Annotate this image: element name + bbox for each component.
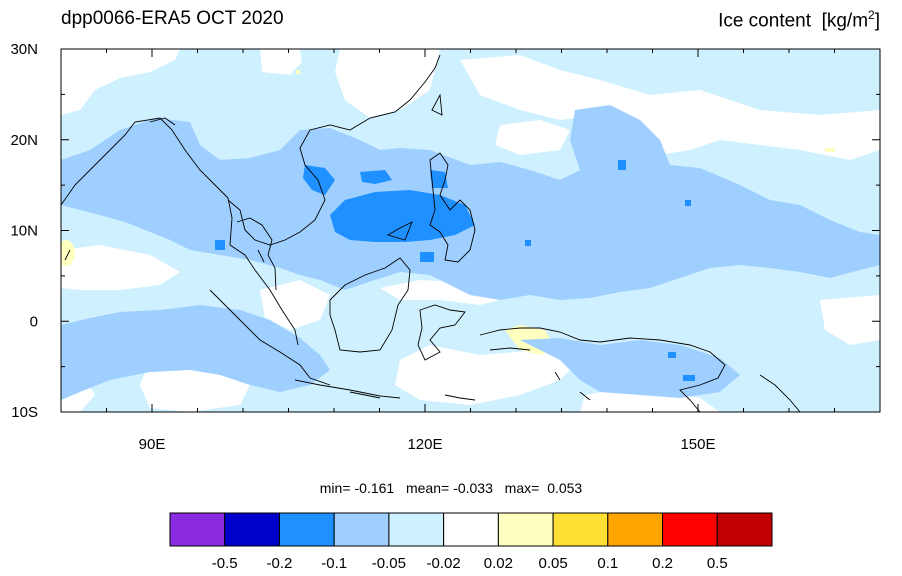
near-zero-regions: [61, 49, 880, 412]
lat-label: 20N: [10, 132, 38, 149]
colorbar-label: -0.2: [267, 555, 293, 572]
max-label: max=: [504, 480, 540, 496]
lon-label: 150E: [680, 436, 715, 453]
variable-title: Ice content [kg/m2]: [718, 8, 880, 32]
map-plot: 30N 20N 10N 0 10S 90E 120E 150E: [10, 41, 881, 453]
colorbar-swatch: [716, 512, 773, 547]
colorbar-swatch: [388, 512, 445, 547]
colorbar-label: -0.02: [427, 555, 461, 572]
min-label: min=: [319, 480, 351, 496]
axis-ticks: [60, 48, 881, 413]
units-pre: [kg/m: [821, 10, 869, 32]
max-value: 0.053: [547, 480, 583, 496]
colorbar-label: 0.2: [652, 555, 673, 572]
colorbar-swatch: [443, 512, 499, 547]
mean-label: mean=: [405, 480, 450, 496]
units-superscript: 2: [868, 8, 875, 22]
lat-label: 30N: [10, 41, 38, 58]
colorbar-swatch: [224, 512, 280, 547]
colorbar-swatch: [497, 512, 554, 547]
colorbar-label: 0.1: [597, 555, 618, 572]
variable-name: Ice content: [718, 10, 812, 32]
lon-label: 90E: [139, 436, 166, 453]
units-post: ]: [874, 10, 880, 32]
colorbar-label: -0.1: [321, 555, 347, 572]
colorbar-swatch: [278, 512, 335, 547]
colorbar-label: 0.05: [538, 555, 567, 572]
colorbar-labels: -0.5 -0.2 -0.1 -0.05 -0.02 0.02 0.05 0.1 0.2 0.5: [212, 555, 728, 572]
statistics-line: min= -0.161 mean= -0.033 max= 0.053: [0, 480, 902, 496]
moderate-negative-regions: [61, 105, 880, 400]
colorbar-label: 0.02: [484, 555, 513, 572]
colorbar-label: -0.05: [372, 555, 406, 572]
colorbar-label: -0.5: [212, 555, 238, 572]
colorbar-swatch: [169, 512, 226, 547]
min-value: -0.161: [354, 480, 395, 496]
colorbar-label: 0.5: [707, 555, 728, 572]
lat-label: 10S: [11, 404, 38, 421]
colorbar-swatch: [607, 512, 664, 547]
lat-label: 10N: [10, 223, 38, 240]
colorbar-swatch: [552, 512, 609, 547]
coastlines: [61, 54, 801, 412]
ice-content-field: [61, 49, 880, 412]
colorbar-boxes: [169, 512, 773, 547]
colorbar-swatch: [333, 512, 390, 547]
map-title: dpp0066-ERA5 OCT 2020: [61, 8, 284, 29]
lon-label: 120E: [407, 436, 442, 453]
mean-value: -0.033: [453, 480, 493, 496]
colorbar-swatch: [662, 512, 718, 547]
latitude-labels: 30N 20N 10N 0 10S: [10, 41, 38, 421]
lat-label: 0: [30, 313, 38, 330]
longitude-labels: 90E 120E 150E: [139, 436, 716, 453]
